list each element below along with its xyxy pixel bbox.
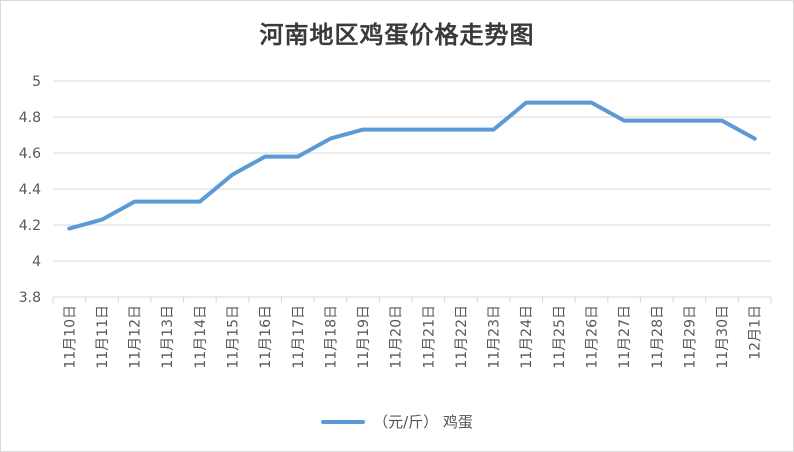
- x-tick-label: 11月26日: [585, 305, 601, 369]
- series-line: [67, 100, 757, 231]
- x-tick-label: 11月28日: [650, 305, 666, 369]
- y-tick-label: 5: [32, 74, 41, 90]
- x-tick-label: 11月22日: [454, 305, 470, 369]
- x-tick-label: 11月27日: [617, 305, 633, 369]
- y-tick-label: 3.8: [19, 290, 41, 306]
- x-tick-label: 11月12日: [128, 305, 144, 369]
- x-tick-label: 11月21日: [421, 305, 437, 369]
- legend: （元/斤） 鸡蛋: [1, 411, 793, 432]
- x-tick-label: 11月10日: [62, 305, 78, 369]
- x-tick-label: 11月20日: [389, 305, 405, 369]
- y-tick-label: 4.4: [19, 182, 41, 198]
- x-tick-label: 11月30日: [715, 305, 731, 369]
- x-tick-label: 11月29日: [682, 305, 698, 369]
- x-tick-label: 12月1日: [748, 305, 764, 360]
- legend-label: （元/斤） 鸡蛋: [373, 413, 473, 431]
- x-tick-label: 11月11日: [95, 305, 111, 369]
- legend-swatch: [321, 419, 366, 424]
- x-tick-label: 11月19日: [356, 305, 372, 369]
- x-tick-label: 11月24日: [519, 305, 535, 369]
- x-tick-label: 11月18日: [323, 305, 339, 369]
- x-tick-label: 11月25日: [552, 305, 568, 369]
- y-tick-label: 4.2: [19, 218, 41, 234]
- x-tick-label: 11月14日: [193, 305, 209, 369]
- y-tick-label: 4.8: [19, 110, 41, 126]
- x-tick-label: 11月13日: [160, 305, 176, 369]
- x-tick-label: 11月16日: [258, 305, 274, 369]
- y-tick-label: 4: [32, 254, 41, 270]
- chart-title: 河南地区鸡蛋价格走势图: [259, 21, 535, 49]
- y-tick-label: 4.6: [19, 146, 41, 162]
- x-tick-label: 11月17日: [291, 305, 307, 369]
- x-tick-label: 11月23日: [487, 305, 503, 369]
- x-tick-label: 11月15日: [226, 305, 242, 369]
